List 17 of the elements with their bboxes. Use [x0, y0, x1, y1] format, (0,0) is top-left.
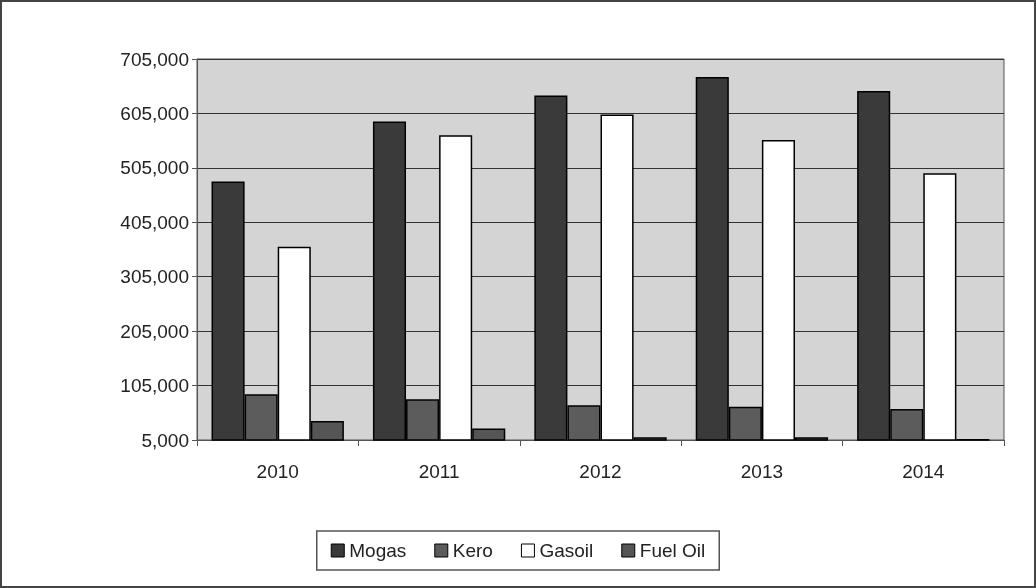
- y-tick-label: 305,000: [120, 266, 189, 288]
- x-tick-label: 2011: [418, 461, 460, 482]
- y-tick-label: 205,000: [120, 320, 189, 342]
- y-tick-label: 705,000: [120, 48, 189, 70]
- y-tick-label: 105,000: [120, 375, 189, 397]
- x-tick-label: 2014: [902, 461, 945, 482]
- y-tick-label: 405,000: [120, 211, 189, 233]
- y-tick-label: 5,000: [141, 429, 189, 451]
- legend-label: Gasoil: [539, 540, 594, 561]
- legend-label: Fuel Oil: [639, 540, 706, 561]
- legend-label: Kero: [452, 540, 493, 561]
- y-tick-label: 605,000: [120, 102, 189, 124]
- y-tick-label: 505,000: [120, 157, 189, 179]
- x-tick-label: 2010: [256, 461, 299, 482]
- legend-label: Mogas: [349, 540, 407, 561]
- x-tick-label: 2012: [579, 461, 622, 482]
- x-tick-label: 2013: [740, 461, 784, 482]
